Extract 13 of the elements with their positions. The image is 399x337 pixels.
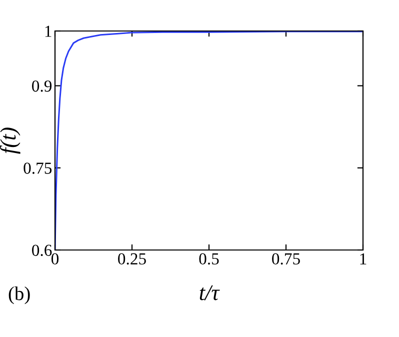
y-axis-title: f(t) — [0, 128, 20, 154]
x-tick-label: 0.25 — [118, 253, 146, 265]
y-tick-label: 0.9 — [32, 80, 52, 92]
x-tick-label: 0.5 — [199, 253, 219, 265]
y-tick-label: 1 — [45, 26, 52, 37]
line-series — [55, 31, 363, 250]
text: (b) — [8, 286, 30, 304]
y-tick-label: 0.75 — [24, 162, 52, 174]
y-tick-label: 0.6 — [32, 244, 52, 256]
x-tick-label: 1 — [360, 253, 366, 264]
x-tick-label: 0 — [51, 253, 59, 265]
x-axis-title: t/τ — [200, 285, 220, 300]
x-tick-label: 0.75 — [272, 253, 300, 265]
